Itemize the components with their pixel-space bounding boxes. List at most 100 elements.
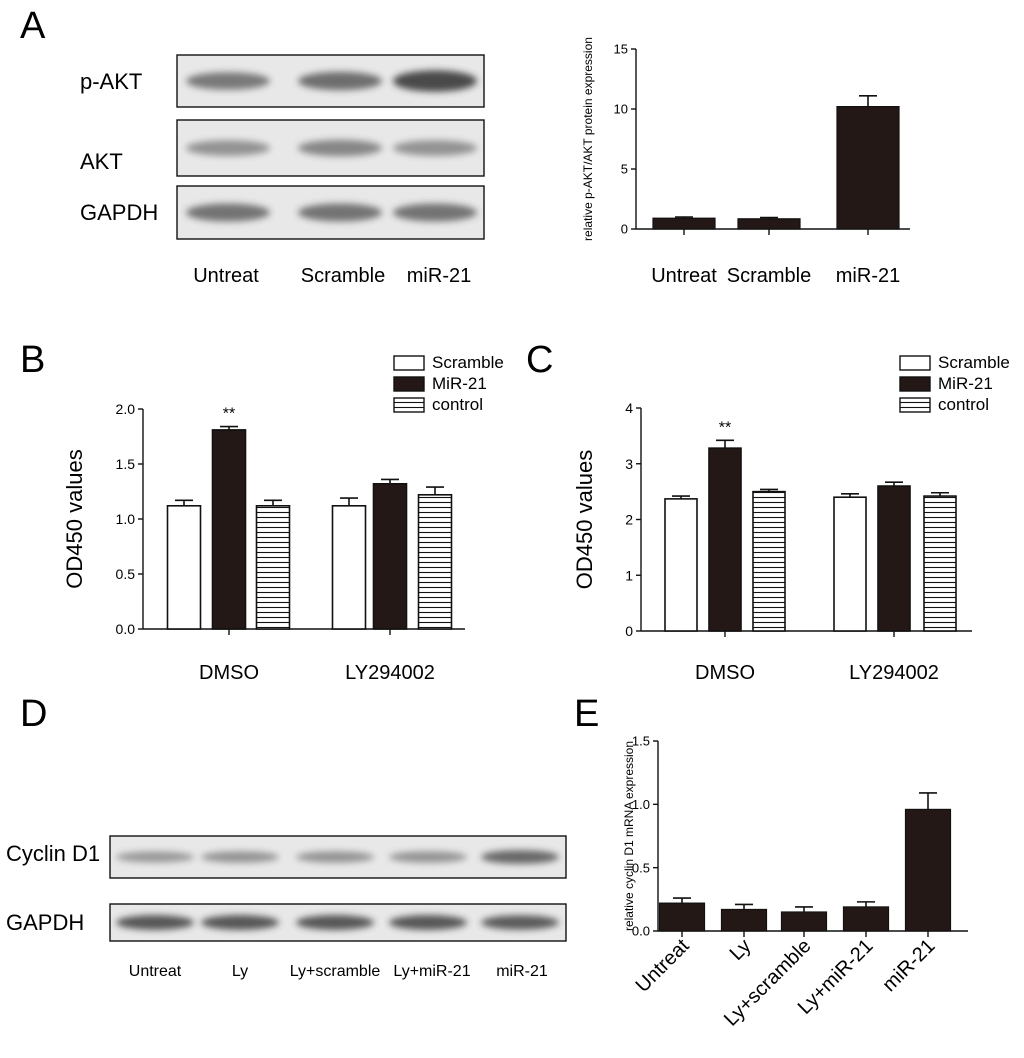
blot-band <box>201 915 279 930</box>
legend-label: Scramble <box>432 353 504 372</box>
y-tick-label: 2 <box>625 512 633 528</box>
panel-label-b: B <box>20 339 45 381</box>
significance-annotation: ** <box>719 419 731 436</box>
y-tick-label: 2.0 <box>116 401 136 417</box>
x-tick-label: Scramble <box>727 265 811 287</box>
blot-band <box>116 915 194 930</box>
legend-label: MiR-21 <box>938 374 993 393</box>
blot-band <box>296 915 374 930</box>
y-tick-label: 4 <box>625 400 633 416</box>
y-tick-label: 15 <box>614 42 628 57</box>
x-tick-label: Untreat <box>632 935 694 997</box>
legend-swatch <box>393 376 425 392</box>
legend-swatch <box>899 397 931 413</box>
bar <box>664 498 698 632</box>
panel-label-a: A <box>20 5 46 47</box>
bar <box>836 105 900 230</box>
blot-band <box>298 71 382 91</box>
blot-a-lane-label-2: miR-21 <box>407 265 471 287</box>
y-axis-label: relative cyclin D1 mRNA expression <box>622 741 636 931</box>
y-axis-label: relative p-AKT/AKT protein expression <box>581 37 595 241</box>
panel-label-d: D <box>20 693 47 735</box>
legend-label: Scramble <box>938 353 1010 372</box>
bar <box>833 496 867 632</box>
blot-d-row-label-0: Cyclin D1 <box>6 841 100 866</box>
chart-c: 0 1 2 3 4 OD450 values DMSO LY294002 ** Scramble M… <box>572 353 1010 684</box>
y-tick-label: 0.0 <box>116 621 136 637</box>
bar <box>417 493 453 630</box>
blot-band <box>201 851 279 863</box>
bar <box>780 911 828 932</box>
y-tick-label: 5 <box>621 162 628 177</box>
blot-d-lane-label-4: miR-21 <box>496 963 548 980</box>
y-tick-label: 1.0 <box>632 797 650 812</box>
panel-label-e: E <box>574 693 599 735</box>
bar <box>923 495 957 632</box>
y-axis-label: OD450 values <box>62 449 87 588</box>
blot-band <box>389 915 467 930</box>
blot-band <box>186 72 270 90</box>
significance-annotation: ** <box>223 406 235 423</box>
chart-a: 0 5 10 15 relative p-AKT/AKT protein express… <box>581 37 910 287</box>
blot-band <box>298 203 382 222</box>
y-tick-label: 0.0 <box>632 924 650 939</box>
blot-a-strips <box>176 54 485 240</box>
x-tick-label: LY294002 <box>849 662 939 684</box>
bar <box>737 218 801 230</box>
blot-a: p-AKT AKT GAPDH Untreat Scramble miR-21 <box>80 54 485 287</box>
chart-b: 0.0 0.5 1.0 1.5 2.0 OD450 values DMSO LY294002 *… <box>62 353 504 684</box>
blot-a-row-label-0: p-AKT <box>80 69 142 94</box>
bar <box>331 504 367 630</box>
y-tick-label: 0.5 <box>116 566 136 582</box>
x-tick-label: DMSO <box>199 662 259 684</box>
legend-swatch <box>899 355 931 371</box>
blot-d-lane-label-3: Ly+miR-21 <box>393 963 470 980</box>
blot-band <box>296 851 374 863</box>
bar <box>752 490 786 632</box>
bar <box>877 485 911 632</box>
bar <box>842 906 890 932</box>
blot-band <box>186 203 270 222</box>
blot-band <box>481 915 559 930</box>
panel-label-c: C <box>526 339 553 381</box>
x-tick-label: DMSO <box>695 662 755 684</box>
bar <box>708 447 742 632</box>
y-tick-label: 3 <box>625 456 633 472</box>
x-tick-label: Untreat <box>651 265 717 287</box>
x-tick-label: miR-21 <box>836 265 900 287</box>
y-tick-label: 1 <box>625 567 633 583</box>
y-tick-label: 1.0 <box>116 511 136 527</box>
legend-label: control <box>938 395 989 414</box>
bar <box>720 908 768 932</box>
legend-label: control <box>432 395 483 414</box>
legend-label: MiR-21 <box>432 374 487 393</box>
x-tick-label: LY294002 <box>345 662 435 684</box>
legend-swatch <box>899 376 931 392</box>
x-tick-label: Ly <box>726 935 756 965</box>
blot-d: Cyclin D1 GAPDH Untreat Ly Ly+scramble L… <box>6 835 567 980</box>
y-tick-label: 0 <box>621 222 628 237</box>
y-tick-label: 10 <box>614 102 628 117</box>
blot-band <box>186 140 270 156</box>
legend-swatch <box>393 355 425 371</box>
blot-a-row-label-1: AKT <box>80 149 123 174</box>
x-tick-label: miR-21 <box>878 935 939 996</box>
bar <box>904 808 952 932</box>
bar <box>166 504 202 630</box>
blot-band <box>481 850 559 864</box>
y-tick-label: 0 <box>625 623 633 639</box>
blot-d-lane-label-0: Untreat <box>129 963 182 980</box>
blot-a-row-label-2: GAPDH <box>80 200 158 225</box>
blot-band <box>393 140 477 156</box>
blot-band <box>393 203 477 222</box>
blot-band <box>298 139 382 157</box>
y-axis-label: OD450 values <box>572 450 597 589</box>
bar <box>211 429 247 630</box>
blot-d-lane-label-2: Ly+scramble <box>290 963 381 980</box>
bar <box>255 504 291 630</box>
bar <box>658 902 706 932</box>
blot-a-lane-label-1: Scramble <box>301 265 385 287</box>
blot-band <box>393 70 477 92</box>
y-tick-label: 1.5 <box>116 456 136 472</box>
